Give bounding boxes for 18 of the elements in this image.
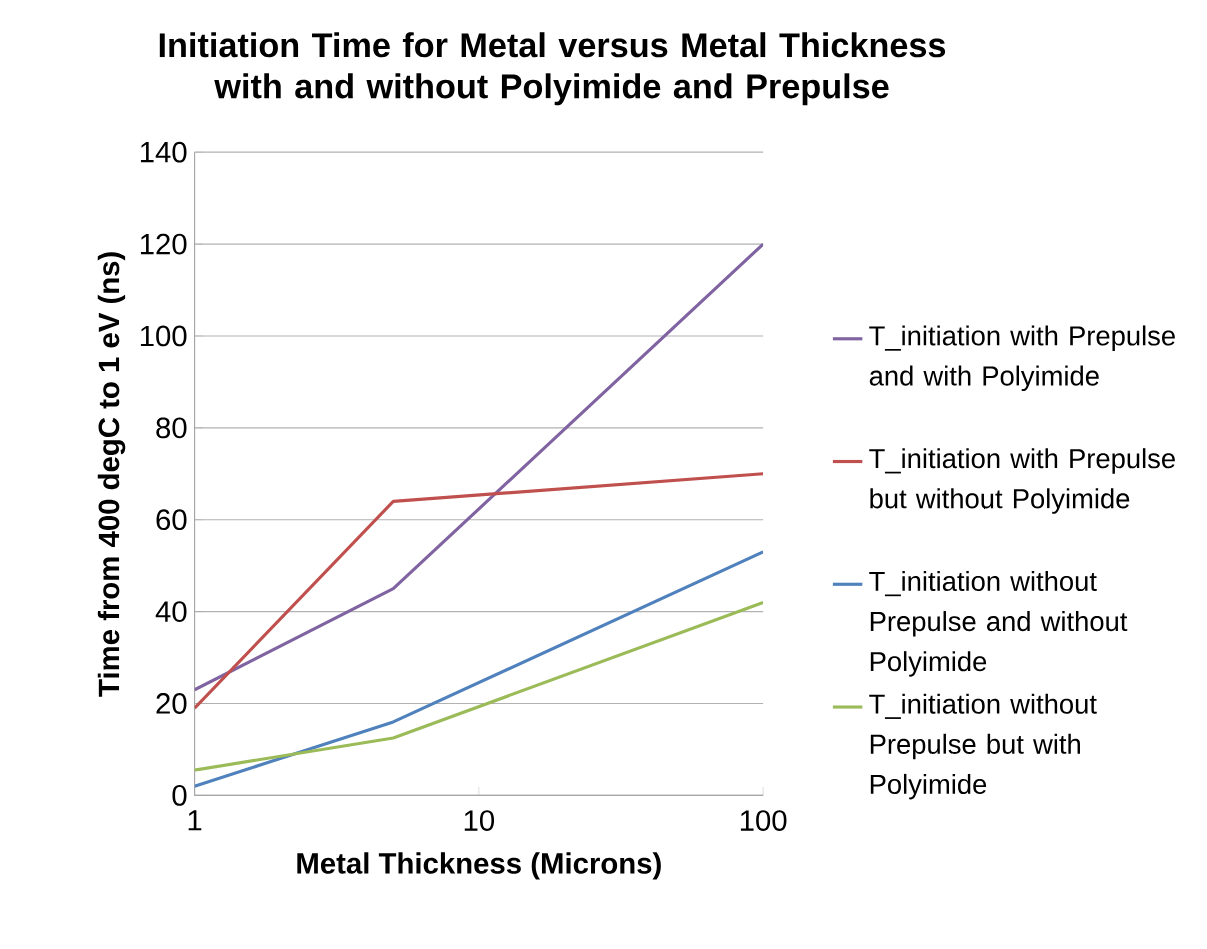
y-tick-label: 60 [156,509,187,531]
y-tick-label: 100 [140,325,187,347]
legend-label: T_initiation without Prepulse and without Polyimide [869,571,1128,677]
y-tick-label: 80 [156,417,187,439]
y-tick-label: 20 [156,693,187,715]
legend-label: T_initiation with Prepulse but without Polyimide [869,448,1175,515]
x-tick-label: 10 [464,810,495,832]
x-axis-title: Metal Thickness (Microns) [297,852,661,880]
legend-label: T_initiation with Prepulse and with Polyimide [869,325,1175,392]
x-tick-label: 1 [188,810,202,831]
x-tick-label: 100 [740,810,787,832]
y-tick-label: 40 [155,601,187,623]
y-axis-title: Time from 400 degC to 1 eV (ns) [97,252,126,697]
y-tick-label: 120 [140,233,187,255]
legend-label: T_initiation without Prepulse but with Polyimide [869,693,1097,800]
y-tick-label: 0 [172,785,187,806]
y-tick-label: 140 [140,142,187,163]
chart-title: Initiation Time for Metal versus Metal Thickness with and without Polyimide and Prepulse [159,32,946,106]
